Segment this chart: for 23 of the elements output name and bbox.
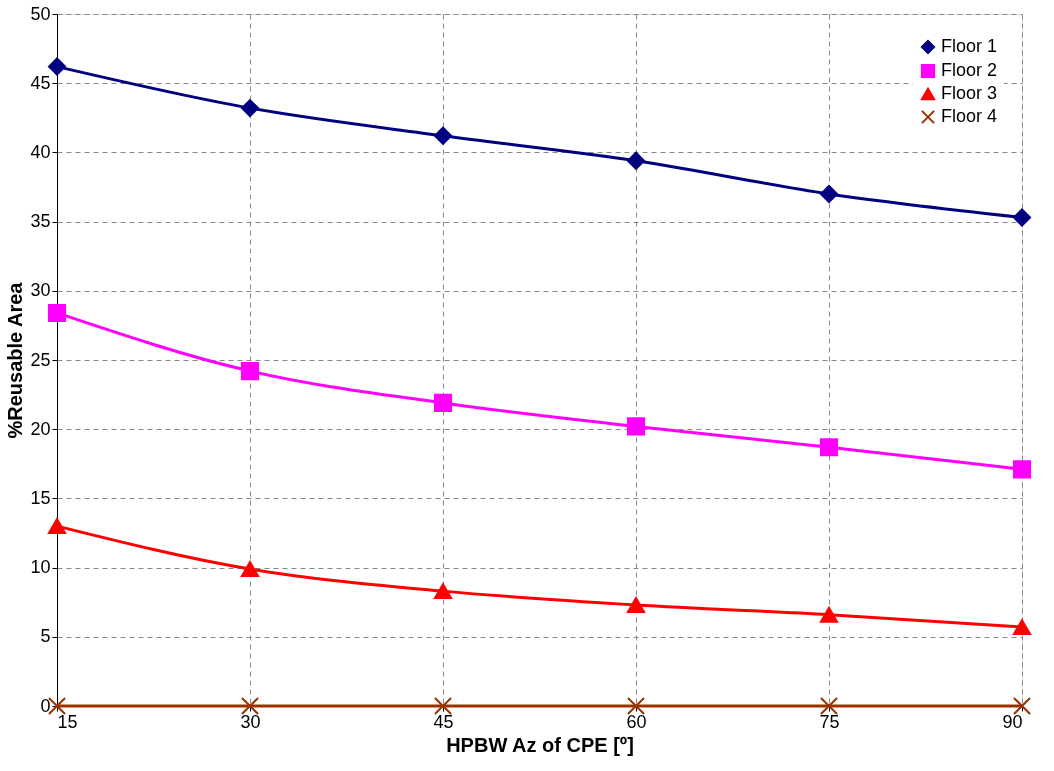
y-tick-label: 40	[30, 141, 51, 162]
x-tick-label: 75	[819, 711, 840, 732]
legend-label: Floor 4	[941, 106, 998, 126]
y-tick-label: 45	[30, 72, 51, 93]
legend-label: Floor 2	[941, 60, 998, 80]
y-tick-label: 10	[30, 557, 51, 578]
y-tick-label: 30	[30, 280, 51, 301]
y-tick-label: 25	[30, 349, 51, 370]
y-tick-label: 35	[30, 211, 51, 232]
legend-label: Floor 1	[941, 36, 998, 56]
legend-label: Floor 3	[941, 83, 998, 103]
x-axis-title: HPBW Az of CPE [º]	[446, 733, 634, 756]
y-axis-title: %Reusable Area	[4, 281, 27, 439]
x-tick-label: 30	[240, 711, 261, 732]
y-tick-label: 15	[30, 487, 51, 508]
x-tick-label: 60	[626, 711, 647, 732]
x-tick-label: 15	[57, 711, 78, 732]
y-tick-label: 20	[30, 418, 51, 439]
y-tick-label: 50	[30, 3, 51, 24]
y-tick-label: 0	[40, 695, 51, 716]
x-tick-label: 90	[1002, 711, 1023, 732]
y-tick-label: 5	[40, 626, 51, 647]
x-tick-label: 45	[433, 711, 454, 732]
